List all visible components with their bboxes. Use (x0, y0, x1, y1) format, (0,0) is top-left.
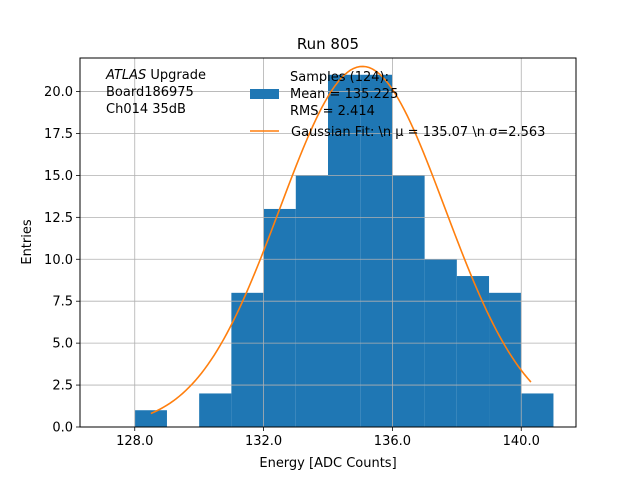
annotation-line: ATLAS Upgrade (105, 68, 206, 83)
plot-frame (79, 57, 577, 428)
x-tick-label: 128.0 (116, 434, 153, 449)
histogram-bar (521, 393, 554, 427)
histogram-bar (134, 410, 167, 427)
histogram-bar (231, 292, 264, 427)
histogram-bar (456, 276, 490, 427)
y-axis-label: Entries (20, 219, 35, 265)
y-tick-label: 0.0 (52, 421, 73, 436)
atlas-annotation: ATLAS Upgrade Board186975 Ch014 35dB (105, 68, 206, 117)
y-tick-label: 20.0 (44, 85, 73, 100)
legend-label-samples: Mean = 135.225 (290, 87, 398, 102)
annotation-line: Board186975 (106, 85, 194, 100)
histogram-bar (489, 292, 522, 427)
chart-title: Run 805 (297, 35, 359, 53)
legend-patch-samples (250, 89, 279, 99)
x-axis-ticks: 128.0 132.0 136.0 140.0 (116, 427, 540, 449)
histogram-bar (199, 393, 232, 427)
legend-label-samples: RMS = 2.414 (290, 104, 375, 119)
y-tick-label: 12.5 (44, 211, 73, 226)
y-tick-label: 10.0 (44, 253, 73, 268)
fit-curve (150, 65, 532, 415)
x-axis-label: Energy [ADC Counts] (259, 456, 396, 471)
annotation-line: Ch014 35dB (106, 102, 186, 117)
legend-label-samples: Samples (124): (290, 70, 389, 85)
legend: Samples (124): Mean = 135.225 RMS = 2.41… (250, 70, 545, 140)
y-tick-label: 17.5 (44, 127, 73, 142)
histogram-bar (263, 208, 296, 427)
y-axis-ticks: 0.0 2.5 5.0 7.5 10.0 12.5 15.0 17.5 20.0 (44, 85, 80, 436)
x-tick-label: 136.0 (374, 434, 411, 449)
y-tick-label: 2.5 (52, 379, 73, 394)
gaussian-fit (150, 65, 532, 415)
y-tick-label: 15.0 (44, 169, 73, 184)
x-tick-label: 140.0 (503, 434, 540, 449)
legend-label-fit: Gaussian Fit: \n μ = 135.07 \n σ=2.563 (291, 125, 545, 140)
x-tick-label: 132.0 (245, 434, 282, 449)
y-tick-label: 7.5 (52, 295, 73, 310)
y-tick-label: 5.0 (52, 337, 73, 352)
